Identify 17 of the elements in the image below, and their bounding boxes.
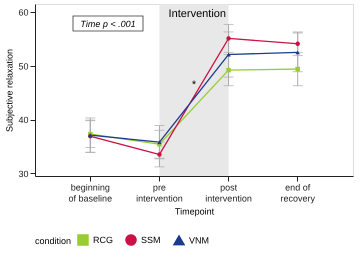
y-tick-label: 50 xyxy=(18,61,28,72)
legend-label: VNM xyxy=(189,235,209,246)
legend-label: RCG xyxy=(93,235,113,245)
legend-label: SSM xyxy=(141,235,161,245)
annotation: Time p < .001 xyxy=(80,19,136,29)
y-tick-label: 30 xyxy=(18,168,28,179)
x-tick-label: beginning of baseline xyxy=(68,182,112,204)
x-tick-label: post intervention xyxy=(205,182,252,204)
legend-title: condition xyxy=(35,236,72,246)
x-tick-label: end of recovery xyxy=(280,182,316,204)
x-axis-title: Timepoint xyxy=(174,206,215,216)
annotation: * xyxy=(192,78,197,91)
x-tick-label: pre intervention xyxy=(136,182,183,204)
band-label: Intervention xyxy=(168,8,226,20)
y-axis-title: Subjective relaxation xyxy=(4,48,14,132)
y-tick-label: 60 xyxy=(18,8,28,18)
y-tick-label: 40 xyxy=(18,115,28,126)
